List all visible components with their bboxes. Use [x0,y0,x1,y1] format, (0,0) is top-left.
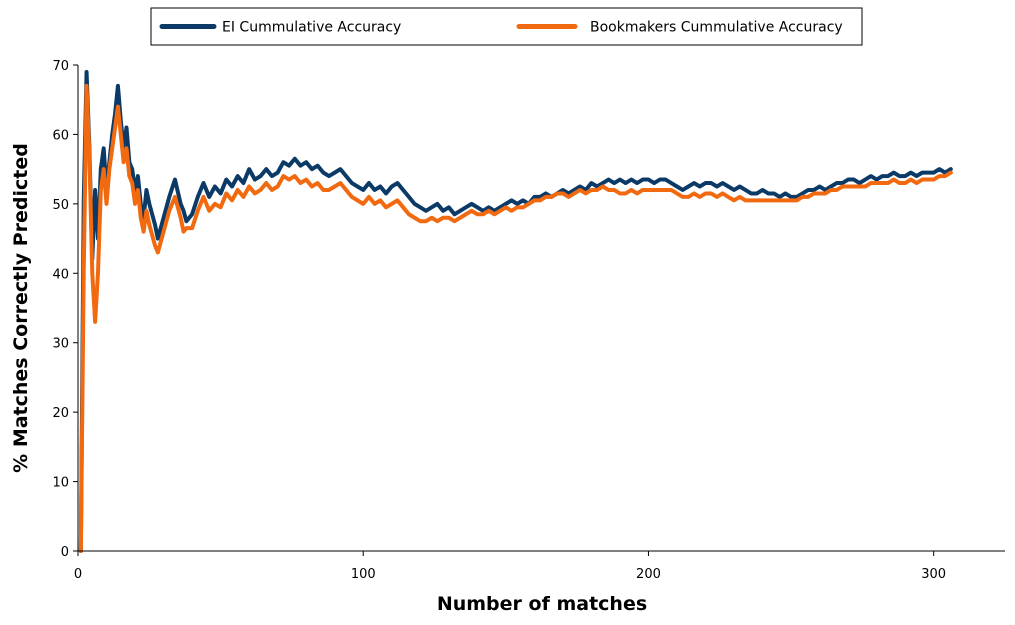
series-line-bookmakers [78,83,953,553]
plot-area [78,69,953,553]
legend-box [150,7,863,46]
x-tick-label: 100 [351,567,376,582]
x-axis-ticks: 0 100 200 300 [74,551,946,582]
series-line-ei [78,69,953,553]
y-axis-ticks: 0 10 20 30 40 50 60 70 [52,59,78,560]
legend-label-ei: EI Cummulative Accuracy [222,20,401,36]
y-axis-title: % Matches Correctly Predicted [10,143,32,473]
y-tick-label: 70 [52,59,69,74]
y-tick-label: 10 [52,476,69,491]
x-tick-label: 300 [921,567,946,582]
x-tick-label: 0 [74,567,82,582]
x-axis-title: Number of matches [437,593,647,615]
y-tick-label: 30 [52,337,69,352]
y-tick-label: 20 [52,406,69,421]
y-tick-label: 40 [52,267,69,282]
x-tick-label: 200 [636,567,661,582]
y-tick-label: 0 [61,545,69,560]
y-tick-label: 60 [52,128,69,143]
legend-label-bookmakers: Bookmakers Cummulative Accuracy [590,20,843,36]
y-tick-label: 50 [52,198,69,213]
